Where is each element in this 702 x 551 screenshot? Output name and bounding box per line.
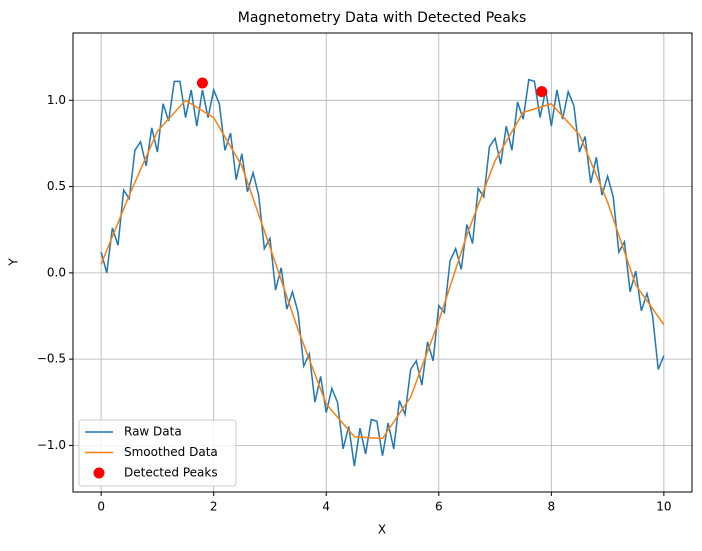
data-line [100,78,665,467]
legend-label: Smoothed Data [124,445,218,459]
x-tick-label: 0 [97,500,105,514]
y-tick-label: 1.0 [47,93,66,107]
y-tick-label: −1.0 [37,438,66,452]
x-tick-label: 8 [547,500,555,514]
legend-box [78,419,237,487]
plot-frame [72,32,693,493]
y-tick-label: 0.5 [47,179,66,193]
y-tick-label: 0.0 [47,265,66,279]
peak-marker [196,77,208,89]
legend-label: Detected Peaks [124,466,218,480]
y-axis-label: Y [7,258,21,267]
x-axis-label: X [378,523,386,537]
x-tick-label: 6 [435,500,443,514]
x-tick-label: 10 [656,500,671,514]
chart-title: Magnetometry Data with Detected Peaks [238,10,527,26]
x-tick-label: 2 [210,500,218,514]
y-tick-label: −0.5 [37,352,66,366]
peak-marker [536,86,548,98]
legend-label: Raw Data [124,425,182,439]
x-tick-label: 4 [322,500,330,514]
legend-marker [93,467,105,479]
data-line [100,99,665,440]
